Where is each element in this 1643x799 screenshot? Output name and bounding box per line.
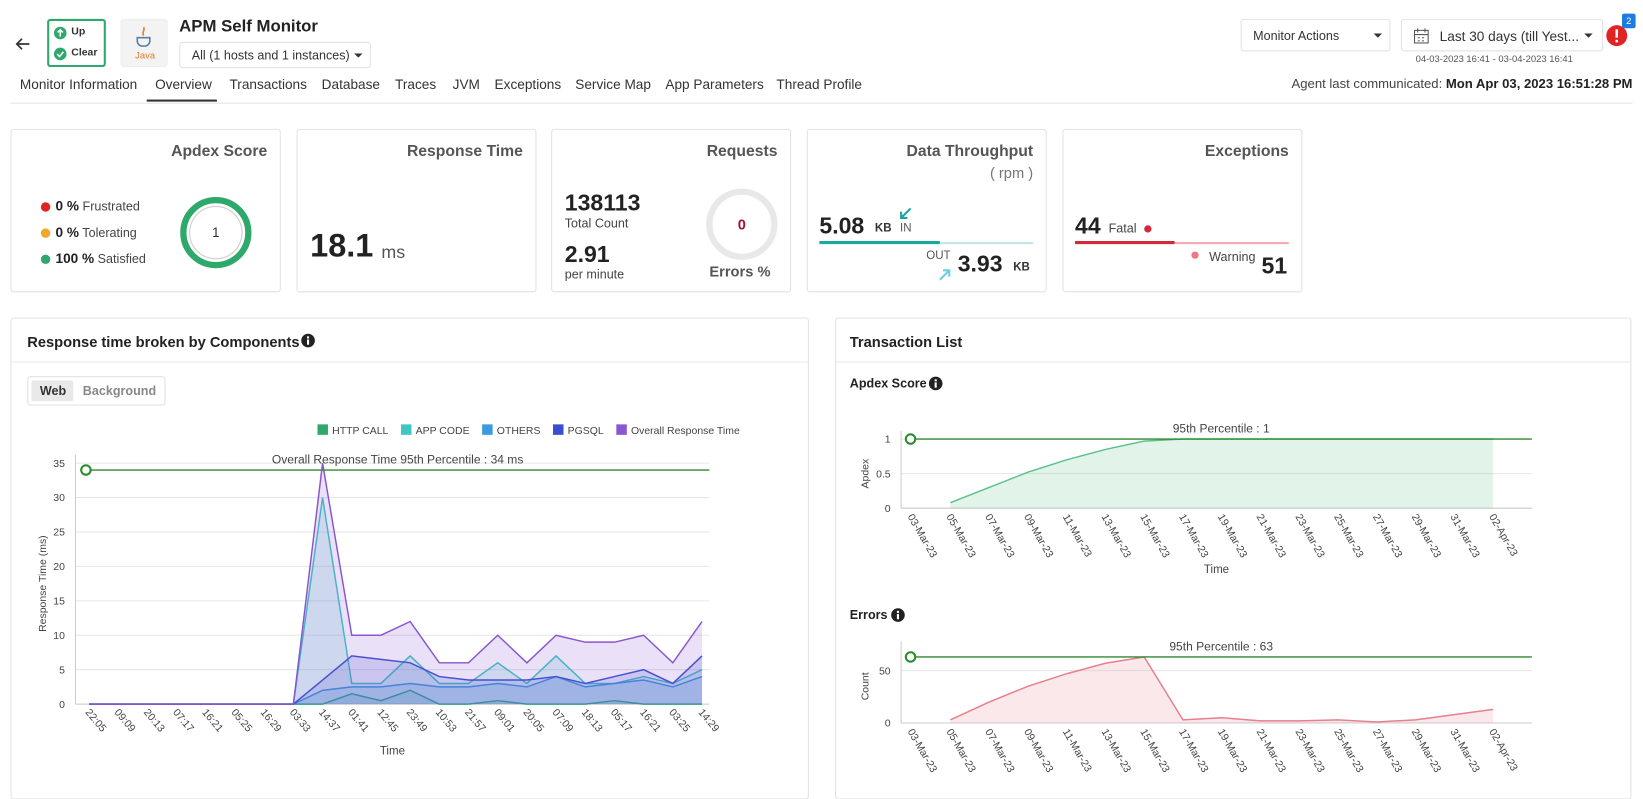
y-axis-title: Response Time (ms) bbox=[38, 535, 49, 632]
y-tick-label: 10 bbox=[53, 631, 65, 642]
x-tick-label: 03:33 bbox=[287, 707, 312, 734]
x-tick-label: 19-Mar-23 bbox=[1215, 727, 1249, 774]
x-tick-label: 09:09 bbox=[112, 707, 137, 734]
charts-layer: 0510152025303522:0509:0920:1307:1716:210… bbox=[0, 0, 1643, 776]
x-tick-label: 27-Mar-23 bbox=[1370, 727, 1404, 774]
x-tick-label: 17-Mar-23 bbox=[1176, 727, 1210, 774]
legend-label: Overall Response Time bbox=[631, 426, 740, 437]
x-tick-label: 19-Mar-23 bbox=[1215, 513, 1249, 560]
x-tick-label: 03-Mar-23 bbox=[905, 513, 939, 560]
series-area bbox=[950, 439, 1493, 508]
threshold-label: 95th Percentile : 63 bbox=[1169, 640, 1273, 654]
y-tick-label: 0 bbox=[885, 719, 891, 730]
x-tick-label: 07:09 bbox=[550, 707, 575, 734]
x-axis-title: Time bbox=[1204, 564, 1229, 576]
x-tick-label: 02-Apr-23 bbox=[1486, 513, 1519, 559]
x-tick-label: 23:49 bbox=[404, 707, 429, 734]
x-tick-label: 21-Mar-23 bbox=[1254, 727, 1288, 774]
x-tick-label: 25-Mar-23 bbox=[1331, 727, 1365, 774]
x-tick-label: 17-Mar-23 bbox=[1176, 513, 1210, 560]
x-tick-label: 23-Mar-23 bbox=[1292, 727, 1326, 774]
x-tick-label: 12:45 bbox=[374, 707, 399, 734]
x-tick-label: 21-Mar-23 bbox=[1254, 513, 1288, 560]
x-tick-label: 14:29 bbox=[696, 707, 721, 734]
y-tick-label: 15 bbox=[53, 597, 65, 608]
x-tick-label: 15-Mar-23 bbox=[1137, 727, 1171, 774]
x-tick-label: 03:25 bbox=[666, 707, 691, 734]
legend-swatch bbox=[482, 424, 492, 434]
y-tick-label: 20 bbox=[53, 562, 65, 573]
x-tick-label: 11-Mar-23 bbox=[1060, 513, 1093, 560]
legend-label: OTHERS bbox=[497, 426, 541, 437]
dashboard: Up Clear Java APM Self Monitor All (1 ho… bbox=[0, 0, 1643, 776]
x-tick-label: 07-Mar-23 bbox=[982, 727, 1016, 774]
x-tick-label: 29-Mar-23 bbox=[1409, 727, 1443, 774]
x-tick-label: 07:17 bbox=[170, 707, 195, 734]
page: Up Clear Java APM Self Monitor All (1 ho… bbox=[0, 0, 1643, 776]
x-tick-label: 13-Mar-23 bbox=[1099, 727, 1133, 774]
x-tick-label: 09-Mar-23 bbox=[1021, 513, 1055, 560]
y-tick-label: 30 bbox=[53, 493, 65, 504]
threshold-marker bbox=[906, 652, 915, 661]
y-tick-label: 50 bbox=[879, 666, 891, 677]
legend-swatch bbox=[616, 424, 626, 434]
threshold-label: 95th Percentile : 1 bbox=[1173, 422, 1270, 436]
x-tick-label: 13-Mar-23 bbox=[1099, 513, 1133, 560]
y-tick-label: 25 bbox=[53, 528, 65, 539]
legend-swatch bbox=[317, 424, 327, 434]
series-area bbox=[89, 463, 702, 704]
x-tick-label: 05:25 bbox=[229, 707, 254, 734]
legend-label: APP CODE bbox=[416, 426, 470, 437]
x-tick-label: 27-Mar-23 bbox=[1370, 513, 1404, 560]
x-tick-label: 10:53 bbox=[433, 707, 458, 734]
y-axis-title: Count bbox=[861, 672, 872, 700]
x-tick-label: 09-Mar-23 bbox=[1021, 727, 1055, 774]
y-tick-label: 1 bbox=[885, 435, 891, 446]
x-tick-label: 18:13 bbox=[579, 707, 604, 734]
threshold-marker bbox=[81, 465, 90, 474]
x-tick-label: 09:01 bbox=[491, 707, 516, 734]
x-tick-label: 07-Mar-23 bbox=[982, 513, 1016, 560]
x-tick-label: 31-Mar-23 bbox=[1448, 513, 1482, 560]
x-tick-label: 05:17 bbox=[608, 707, 633, 734]
x-tick-label: 05-Mar-23 bbox=[944, 727, 978, 774]
x-tick-label: 22:05 bbox=[83, 707, 108, 734]
legend-label: PGSQL bbox=[568, 426, 604, 437]
y-tick-label: 0 bbox=[885, 504, 891, 515]
legend-swatch bbox=[401, 424, 411, 434]
x-tick-label: 03-Mar-23 bbox=[905, 727, 939, 774]
series-area bbox=[950, 657, 1493, 723]
x-tick-label: 20:05 bbox=[520, 707, 545, 734]
x-tick-label: 23-Mar-23 bbox=[1292, 513, 1326, 560]
x-tick-label: 16:29 bbox=[258, 707, 283, 734]
legend-swatch bbox=[553, 424, 563, 434]
x-tick-label: 11-Mar-23 bbox=[1060, 727, 1093, 774]
x-tick-label: 01:41 bbox=[345, 707, 370, 734]
x-tick-label: 21:57 bbox=[462, 707, 487, 734]
threshold-marker bbox=[906, 434, 915, 443]
x-tick-label: 16:21 bbox=[637, 707, 662, 734]
x-tick-label: 29-Mar-23 bbox=[1409, 513, 1443, 560]
x-tick-label: 20:13 bbox=[141, 707, 166, 734]
y-tick-label: 0 bbox=[59, 700, 65, 711]
x-tick-label: 15-Mar-23 bbox=[1137, 513, 1171, 560]
y-tick-label: 5 bbox=[59, 665, 65, 676]
x-tick-label: 02-Apr-23 bbox=[1486, 727, 1519, 773]
x-tick-label: 31-Mar-23 bbox=[1448, 727, 1482, 774]
x-axis-title: Time bbox=[380, 745, 405, 757]
x-tick-label: 05-Mar-23 bbox=[944, 513, 978, 560]
x-tick-label: 14:37 bbox=[316, 707, 341, 734]
y-axis-title: Apdex bbox=[861, 458, 872, 488]
legend-label: HTTP CALL bbox=[332, 426, 388, 437]
threshold-label: Overall Response Time 95th Percentile : … bbox=[272, 453, 523, 467]
x-tick-label: 16:21 bbox=[199, 707, 224, 734]
y-tick-label: 0.5 bbox=[876, 469, 891, 480]
x-tick-label: 25-Mar-23 bbox=[1331, 513, 1365, 560]
y-tick-label: 35 bbox=[53, 459, 65, 470]
